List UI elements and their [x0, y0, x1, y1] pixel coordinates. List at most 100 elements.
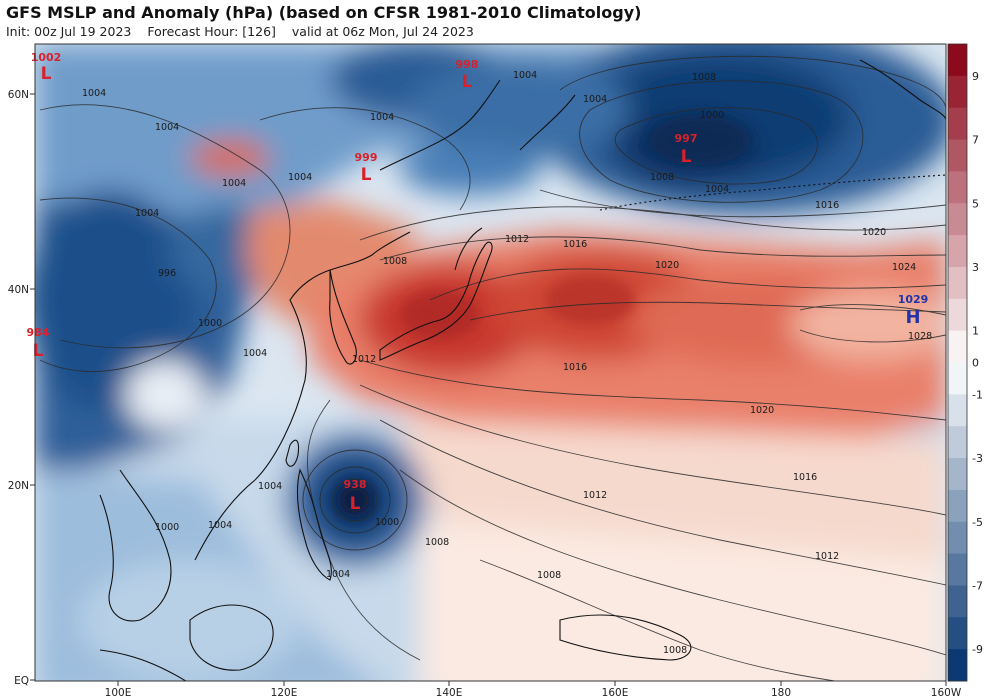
colorbar-labels: 9 7 5 3 1 0 -1 -3 -5 -7 -9 — [972, 70, 983, 656]
colorbar-tick-label: -9 — [972, 643, 983, 656]
isobar-label: 1004 — [155, 122, 179, 133]
colorbar-cell — [948, 553, 967, 586]
isobar-label: 1016 — [563, 239, 587, 250]
valid-time: valid at 06z Mon, Jul 24 2023 — [291, 24, 474, 39]
pressure-value: 999 — [355, 151, 378, 164]
lon-tick-label: 140E — [436, 687, 463, 699]
isobar-label: 1004 — [243, 348, 267, 359]
isobar-label: 1012 — [352, 354, 376, 365]
low-center-984: 984 L — [27, 326, 50, 361]
longitude-axis: 100E 120E 140E 160E 180 160W — [105, 681, 962, 699]
isobar-label: 1008 — [537, 570, 561, 581]
colorbar-tick-label: 5 — [972, 197, 979, 210]
isobar-label: 996 — [158, 268, 176, 279]
isobar-label: 1012 — [505, 234, 529, 245]
colorbar-cell — [948, 298, 967, 332]
low-marker: L — [350, 494, 361, 514]
colorbar-cell — [948, 266, 967, 300]
colorbar-tick-label: -7 — [972, 579, 983, 592]
lon-tick-label: 180 — [771, 687, 791, 699]
isobar-label: 1000 — [155, 522, 179, 533]
chart-header: GFS MSLP and Anomaly (hPa) (based on CFS… — [0, 0, 1000, 44]
isobar-label: 1016 — [815, 200, 839, 211]
low-center-1002: 1002 L — [31, 51, 62, 84]
low-marker: L — [681, 147, 692, 167]
isobar-label: 1012 — [815, 551, 839, 562]
isobar-label: 1012 — [583, 490, 607, 501]
lon-tick-label: 160W — [931, 687, 962, 699]
chart-title: GFS MSLP and Anomaly (hPa) (based on CFS… — [6, 3, 642, 22]
isobar-label: 1000 — [700, 110, 724, 121]
isobar-label: 1020 — [862, 227, 886, 238]
colorbar-tick-label: -5 — [972, 516, 983, 529]
colorbar-cell — [948, 235, 967, 268]
colorbar-tick-label: 9 — [972, 70, 979, 83]
map-frame — [34, 43, 947, 682]
colorbar: 9 7 5 3 1 0 -1 -3 -5 -7 -9 — [947, 43, 983, 682]
pressure-value: 998 — [456, 58, 479, 71]
colorbar-frame — [947, 43, 968, 682]
colorbar-cell — [948, 44, 967, 77]
colorbar-cell — [948, 617, 967, 650]
anomaly-field — [35, 44, 946, 681]
colorbar-cells — [948, 44, 967, 682]
isobar-label: 1020 — [750, 405, 774, 416]
lon-tick-label: 100E — [105, 687, 132, 699]
pressure-centers: 1002 L 998 L 999 L 997 L 984 L 938 L 102… — [27, 51, 929, 514]
isobar-label: 1004 — [326, 569, 350, 580]
lon-tick-label: 160E — [602, 687, 629, 699]
lon-tick-label: 120E — [271, 687, 298, 699]
low-marker: L — [361, 165, 372, 185]
isobar-label: 1008 — [425, 537, 449, 548]
colorbar-tick-label: 1 — [972, 325, 979, 338]
low-marker: L — [41, 64, 52, 84]
colorbar-cell — [948, 330, 967, 363]
chart-subtitle: Init: 00z Jul 19 2023 Forecast Hour: [12… — [6, 24, 486, 39]
lat-tick-label: EQ — [14, 675, 29, 687]
isobar-label: 1004 — [258, 481, 282, 492]
pressure-value: 997 — [675, 132, 698, 145]
isobar-label: 1008 — [663, 645, 687, 656]
lat-tick-label: 40N — [8, 284, 29, 296]
colorbar-cell — [948, 139, 967, 172]
colorbar-tick-label: -1 — [972, 388, 983, 401]
pressure-value: 1029 — [898, 293, 929, 306]
colorbar-cell — [948, 426, 967, 459]
colorbar-tick-label: -3 — [972, 452, 983, 465]
isobar-lines — [39, 55, 946, 681]
isobar-label: 1008 — [383, 256, 407, 267]
forecast-hour: Forecast Hour: [126] — [147, 24, 276, 39]
isobar-label: 1004 — [135, 208, 159, 219]
high-center-1029: 1029 H — [898, 293, 929, 328]
pressure-value: 938 — [344, 478, 367, 491]
isobar-label: 1024 — [892, 262, 916, 273]
isobar-label: 1004 — [370, 112, 394, 123]
isobar-label: 1008 — [650, 172, 674, 183]
isobar-label: 1004 — [288, 172, 312, 183]
isobar-label-group: 1004 1004 1004 1004 1004 1004 1008 1000 … — [82, 70, 932, 656]
isobar-label: 1016 — [793, 472, 817, 483]
low-marker: L — [462, 72, 473, 92]
lat-tick-label: 60N — [8, 89, 29, 101]
lat-tick-label: 20N — [8, 480, 29, 492]
colorbar-cell — [948, 75, 967, 109]
isobar-label: 1020 — [655, 260, 679, 271]
isobar-label: 1004 — [82, 88, 106, 99]
colorbar-cell — [948, 362, 967, 395]
isobar-label: 1016 — [563, 362, 587, 373]
low-marker: L — [33, 341, 44, 361]
colorbar-cell — [948, 171, 967, 204]
isobar-label: 1004 — [208, 520, 232, 531]
colorbar-cell — [948, 521, 967, 555]
colorbar-cell — [948, 585, 967, 618]
colorbar-cell — [948, 394, 967, 427]
colorbar-cell — [948, 649, 967, 682]
isobar-label: 1008 — [692, 72, 716, 83]
isobar-label: 1000 — [375, 517, 399, 528]
colorbar-cell — [948, 489, 967, 523]
isobar-label: 1004 — [513, 70, 537, 81]
low-center-999: 999 L — [355, 151, 378, 185]
colorbar-tick-label: 7 — [972, 134, 979, 147]
colorbar-cell — [948, 203, 967, 236]
